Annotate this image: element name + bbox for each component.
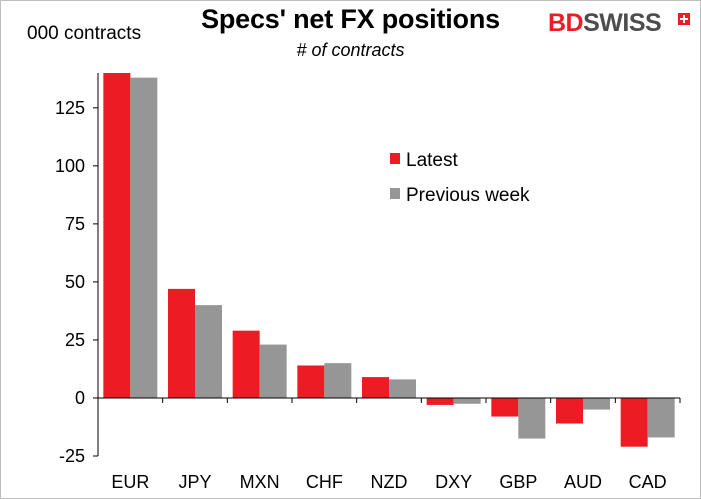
bar-previous-week-chf <box>324 363 352 398</box>
bar-latest-jpy <box>168 288 195 398</box>
bar-latest-mxn <box>232 330 260 398</box>
legend: Latest Previous week <box>390 150 530 206</box>
x-tick-label: CHF <box>306 472 343 492</box>
swiss-cross-icon <box>678 13 690 25</box>
chart-title: Specs' net FX positions <box>201 4 500 34</box>
y-tick-label: 75 <box>65 214 85 234</box>
bar-latest-nzd <box>362 377 389 398</box>
bar-latest-chf <box>297 365 325 398</box>
x-tick-label: NZD <box>371 472 408 492</box>
y-tick-label: 0 <box>75 388 85 408</box>
legend-swatch-latest <box>390 153 400 164</box>
bars-group <box>103 73 675 447</box>
bar-latest-aud <box>556 397 583 424</box>
y-tick-label: 125 <box>55 98 85 118</box>
bar-latest-gbp <box>491 397 519 417</box>
bdswiss-logo: BDSWISS <box>548 9 662 38</box>
bar-previous-week-cad <box>647 397 675 438</box>
x-tick-label: DXY <box>435 472 472 492</box>
y-tick-label: 100 <box>55 156 85 176</box>
legend-swatch-previous-week <box>390 188 400 199</box>
y-axis-unit-label: 000 contracts <box>27 23 142 44</box>
chart-subtitle: # of contracts <box>296 40 405 60</box>
x-tick-label: AUD <box>564 472 602 492</box>
logo-text-bd: BD <box>548 9 584 37</box>
bar-previous-week-eur <box>130 77 158 398</box>
bar-latest-cad <box>620 397 648 447</box>
y-tick-label: -25 <box>59 446 85 466</box>
x-tick-label: CAD <box>629 472 667 492</box>
bar-previous-week-aud <box>583 397 610 410</box>
bar-previous-week-jpy <box>195 305 222 398</box>
axes-group: -25 0 25 50 75 100 125 EUR JPY MXN CHF NZD DXY GBP AUD… <box>55 73 681 492</box>
y-tick-label: 50 <box>65 272 85 292</box>
bar-latest-dxy <box>426 397 454 405</box>
legend-label-latest: Latest <box>406 150 458 171</box>
bar-previous-week-gbp <box>518 397 546 439</box>
y-tick-label: 25 <box>65 330 85 350</box>
x-tick-label: MXN <box>240 472 280 492</box>
x-tick-label: EUR <box>111 472 149 492</box>
bar-previous-week-dxy <box>453 397 481 404</box>
x-tick-label: JPY <box>178 472 211 492</box>
bar-previous-week-nzd <box>389 379 416 398</box>
logo-text-swiss: SWISS <box>583 9 662 37</box>
bar-previous-week-mxn <box>259 344 287 398</box>
legend-label-previous-week: Previous week <box>406 185 530 206</box>
x-tick-label: GBP <box>499 472 537 492</box>
bar-latest-eur <box>103 73 131 398</box>
